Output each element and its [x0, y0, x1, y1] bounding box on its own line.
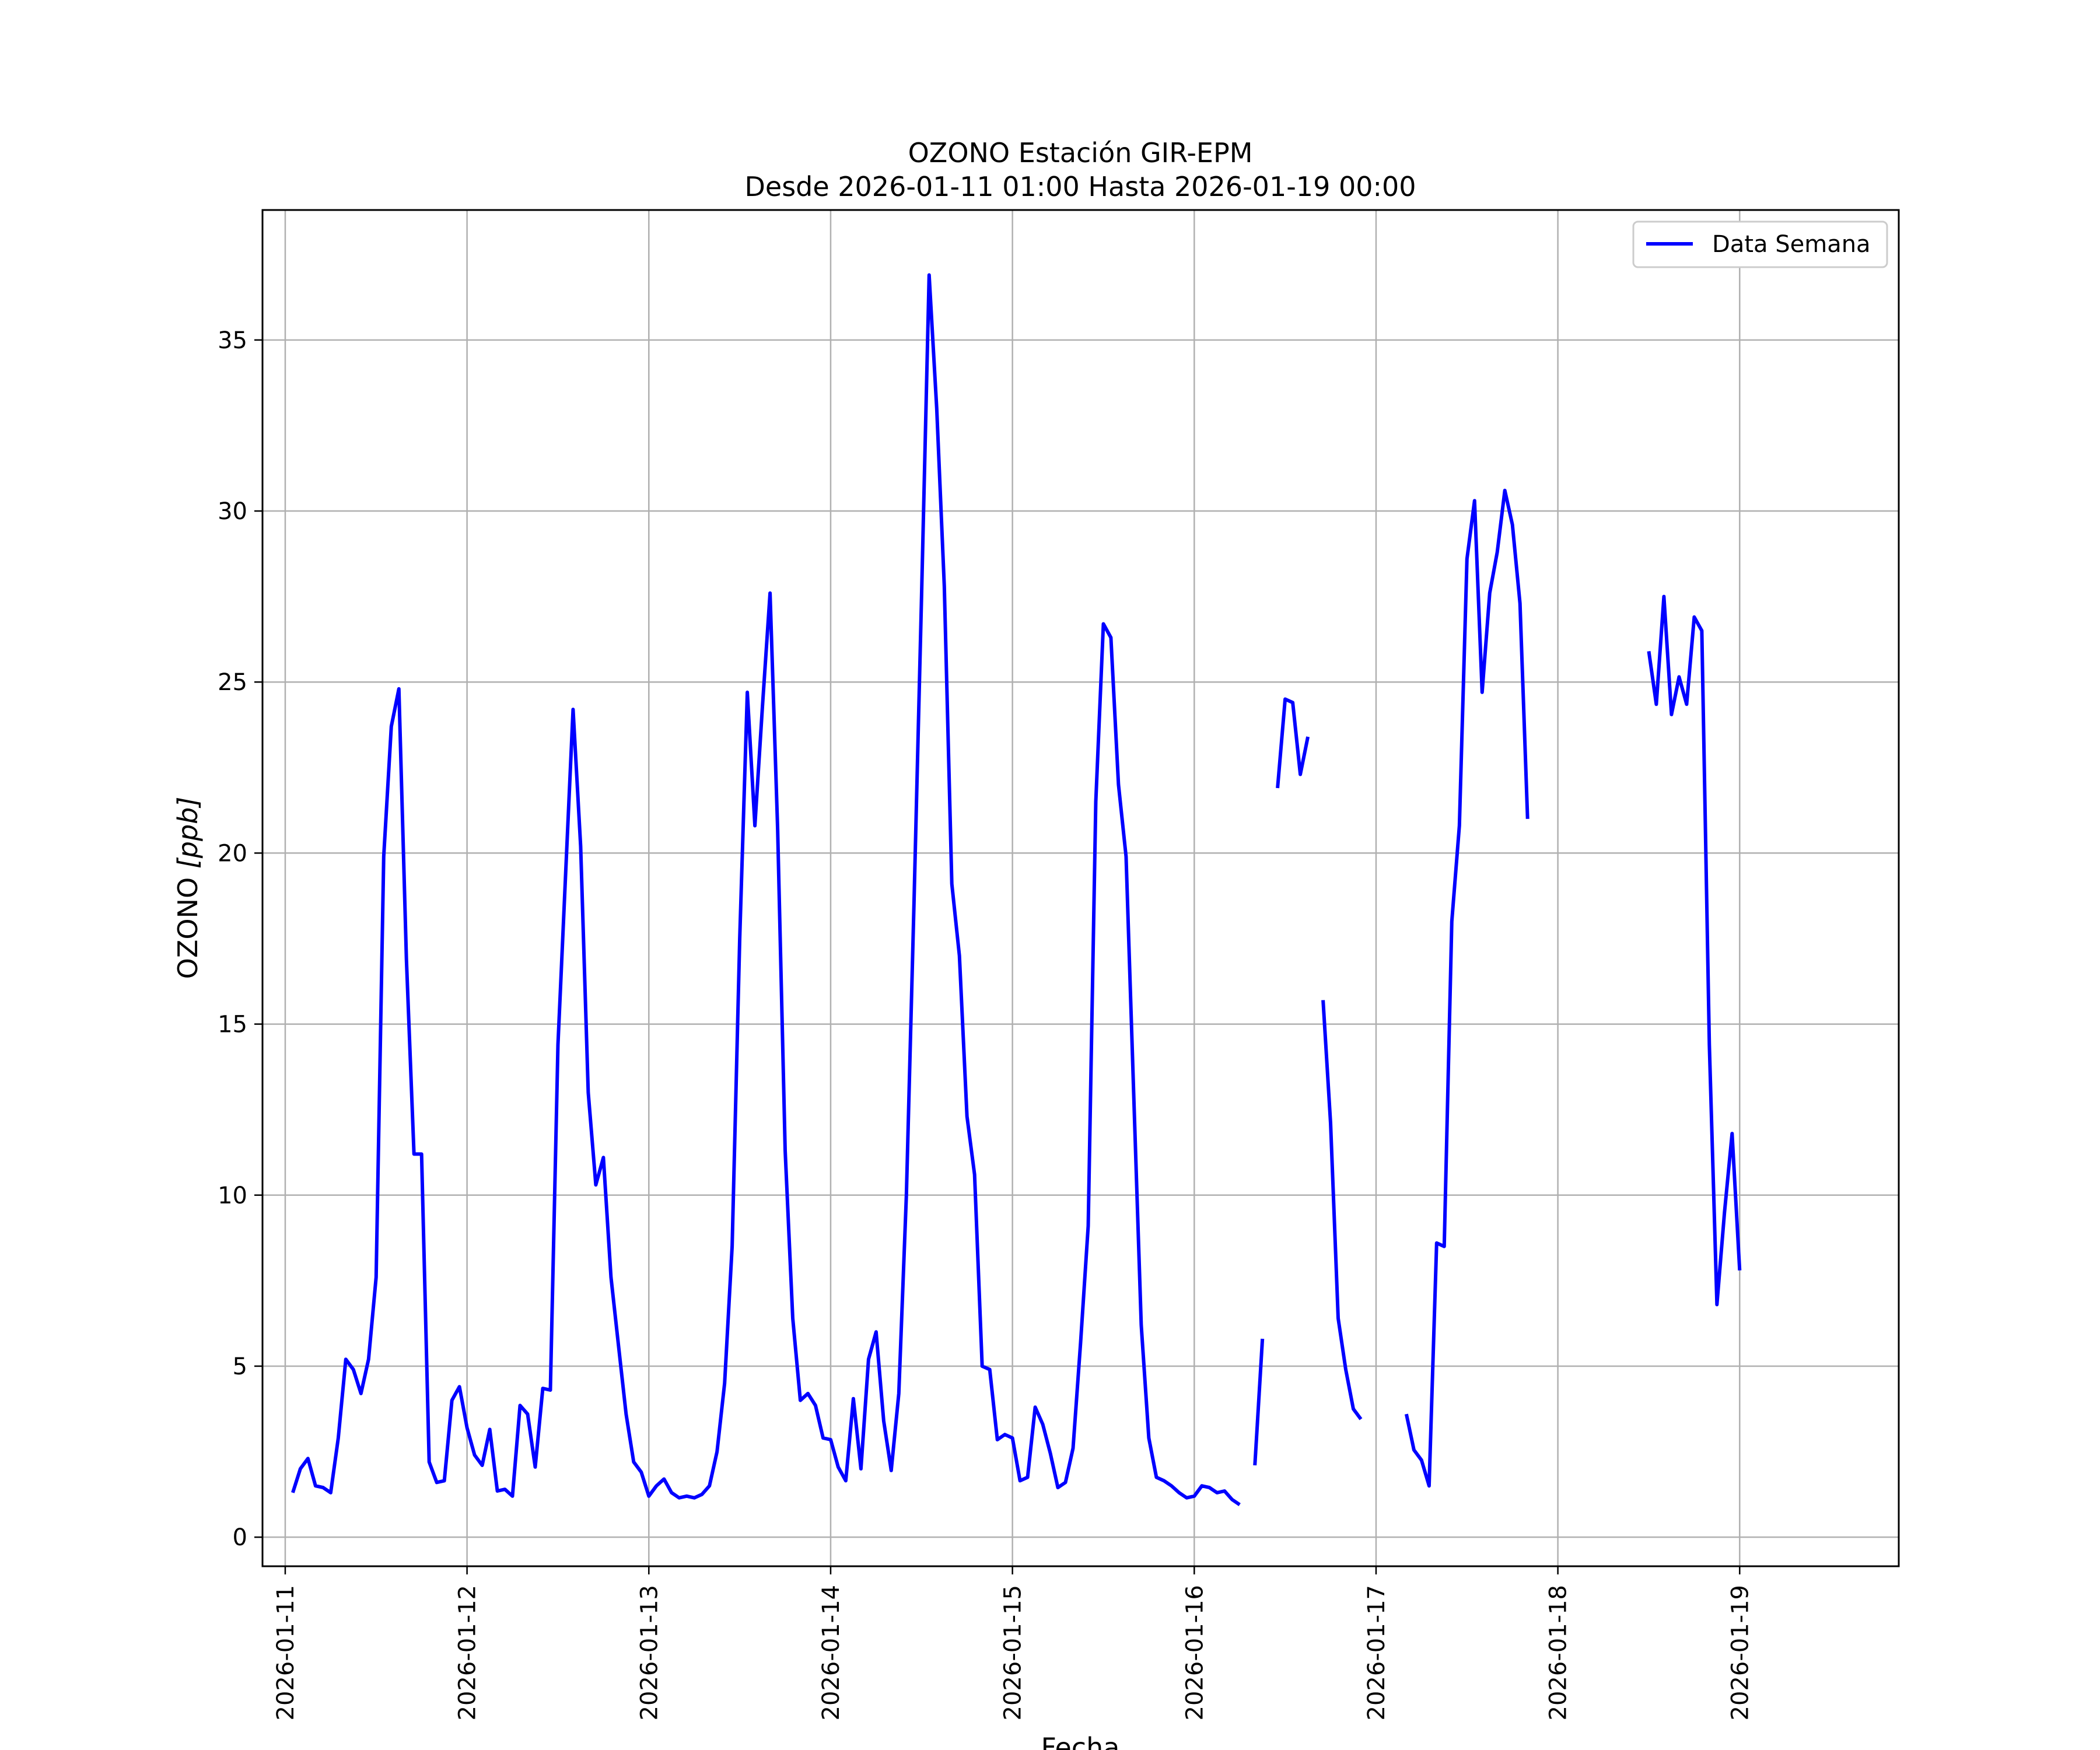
x-tick-label: 2026-01-19 — [1727, 1585, 1754, 1720]
y-axis-label-unit: [ppb] — [172, 797, 204, 869]
series-line-segment — [1647, 594, 1742, 1307]
series-line-segment — [1253, 1338, 1265, 1466]
x-axis-label: Fecha — [1041, 1732, 1120, 1750]
y-tick-label: 30 — [218, 498, 247, 525]
x-tick-label: 2026-01-15 — [1000, 1585, 1027, 1720]
legend-label: Data Semana — [1712, 231, 1871, 258]
x-tick-label: 2026-01-16 — [1181, 1585, 1208, 1720]
legend-box — [1632, 220, 1888, 268]
gridlines — [262, 210, 1899, 1566]
chart-title: OZONO Estación GIR-EPM — [908, 137, 1253, 169]
plot-frame — [261, 209, 1900, 1567]
y-tick-label: 25 — [218, 669, 247, 696]
y-tick-label: 20 — [218, 840, 247, 867]
y-tick-label: 15 — [218, 1012, 247, 1038]
y-tick-label: 0 — [233, 1524, 247, 1551]
y-axis-label-main: OZONO — [172, 869, 204, 979]
y-tick-label: 10 — [218, 1182, 247, 1209]
y-axis-label: OZONO [ppb] — [172, 797, 204, 979]
y-axis-ticks: 0 5 10 15 20 25 30 35 — [218, 327, 262, 1551]
legend: Data Semana — [1632, 220, 1888, 268]
chart-subtitle: Desde 2026-01-11 01:00 Hasta 2026-01-19 … — [744, 171, 1416, 202]
x-tick-label: 2026-01-12 — [454, 1585, 481, 1720]
y-tick-label: 5 — [233, 1353, 247, 1380]
series-line-segment — [291, 273, 1241, 1506]
x-axis-ticks: 2026-01-11 2026-01-12 2026-01-13 2026-01-14… — [272, 1566, 1754, 1720]
y-tick-label: 35 — [218, 327, 247, 354]
x-tick-label: 2026-01-18 — [1545, 1585, 1572, 1720]
series-line-segment — [1321, 1000, 1363, 1420]
series-line-segment — [1404, 488, 1530, 1488]
series-line-segment — [1276, 697, 1310, 789]
x-tick-label: 2026-01-13 — [636, 1585, 663, 1720]
x-tick-label: 2026-01-11 — [272, 1585, 299, 1720]
plot-area — [291, 273, 1742, 1506]
x-tick-label: 2026-01-17 — [1363, 1585, 1390, 1720]
x-tick-label: 2026-01-14 — [818, 1585, 845, 1720]
